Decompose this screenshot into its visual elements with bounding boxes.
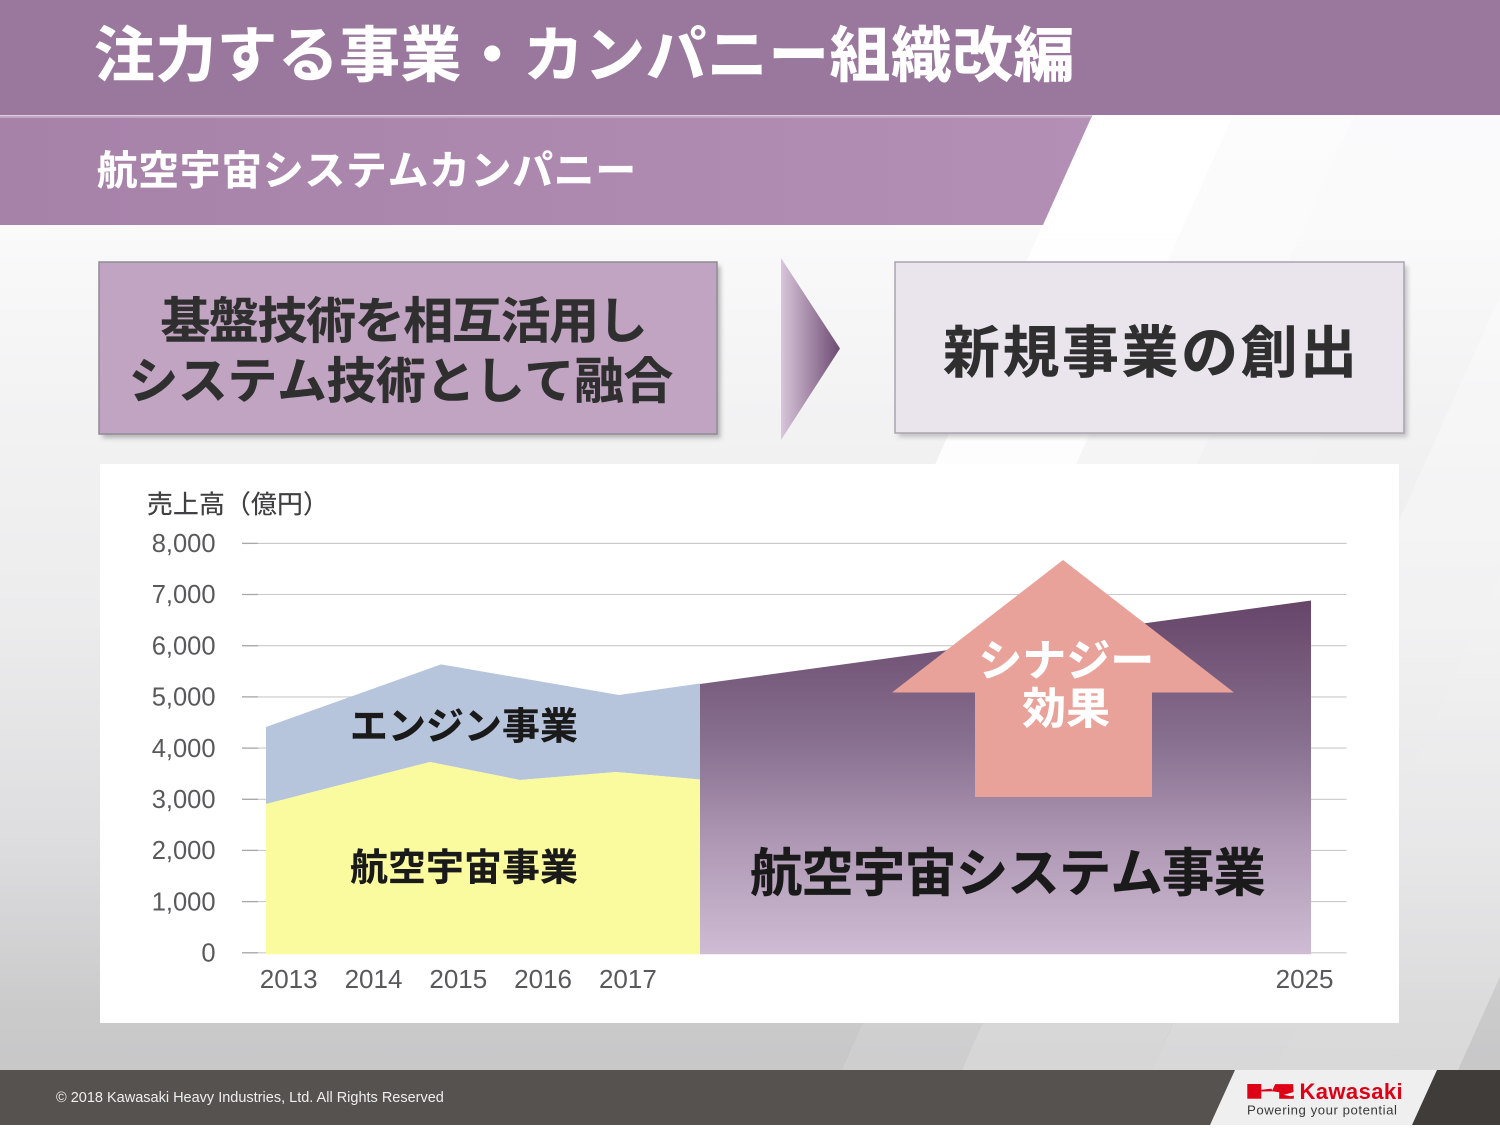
svg-text:2017: 2017	[599, 964, 657, 994]
svg-text:6,000: 6,000	[152, 632, 216, 660]
svg-text:© 2018 Kawasaki Heavy Industri: © 2018 Kawasaki Heavy Industries, Ltd. A…	[56, 1090, 444, 1106]
svg-text:3,000: 3,000	[152, 786, 216, 814]
svg-text:7,000: 7,000	[152, 581, 216, 609]
svg-text:2,000: 2,000	[152, 837, 216, 865]
svg-text:0: 0	[201, 940, 215, 968]
svg-text:2016: 2016	[514, 964, 572, 994]
svg-text:5,000: 5,000	[152, 684, 216, 712]
svg-text:2014: 2014	[345, 964, 403, 994]
svg-text:1,000: 1,000	[152, 888, 216, 916]
svg-text:2013: 2013	[260, 964, 318, 994]
svg-text:2025: 2025	[1276, 964, 1334, 994]
svg-text:4,000: 4,000	[152, 735, 216, 763]
svg-text:Kawasaki: Kawasaki	[1300, 1079, 1404, 1104]
svg-text:8,000: 8,000	[152, 530, 216, 558]
svg-text:2015: 2015	[429, 964, 487, 994]
svg-text:Powering your potential: Powering your potential	[1247, 1103, 1397, 1118]
